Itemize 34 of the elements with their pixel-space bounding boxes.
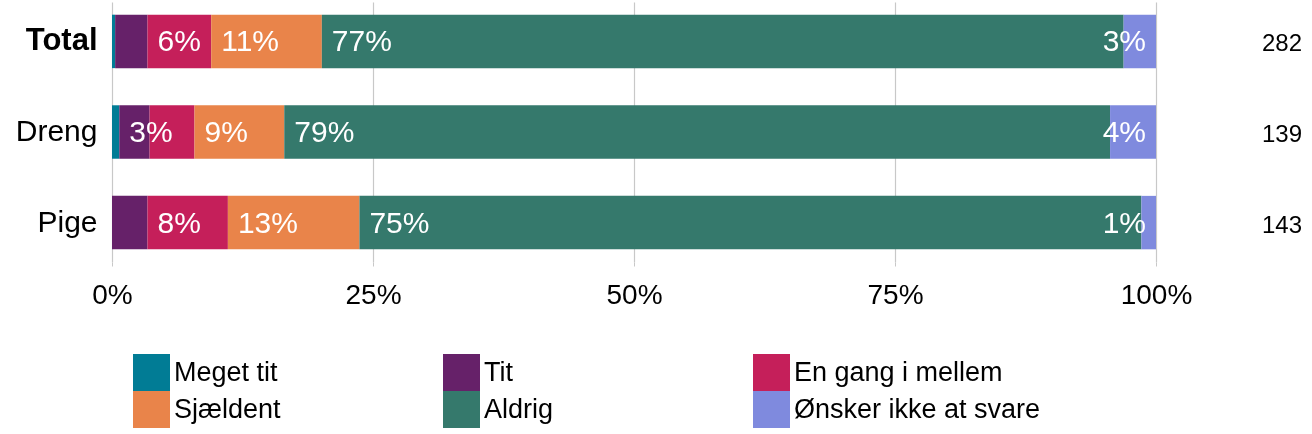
- data-label: 75%: [369, 205, 430, 239]
- text: 143: [1261, 210, 1302, 238]
- bar: [147, 195, 228, 250]
- legend-label: Meget tit: [174, 356, 279, 387]
- x-tick-label: 25%: [345, 278, 402, 310]
- x-tick-label: 100%: [1120, 278, 1193, 310]
- legend-label: Tit: [484, 356, 514, 387]
- data-label: 3%: [129, 115, 173, 148]
- x-tick-label: 50%: [606, 278, 663, 310]
- bar: [112, 14, 116, 69]
- x-tick-label: 0%: [92, 278, 133, 310]
- data-label: 79%: [294, 115, 355, 148]
- y-tick-label: Pige: [37, 204, 98, 238]
- data-label: 11%: [221, 24, 280, 58]
- bar: [112, 105, 120, 159]
- y-tick-label: Total: [25, 22, 98, 58]
- data-label: 6%: [157, 24, 201, 58]
- data-label: 13%: [237, 205, 298, 239]
- legend-label: Ønsker ikke at svare: [794, 393, 1041, 424]
- legend-label: En gang i mellem: [794, 356, 1003, 387]
- text: 139: [1261, 120, 1302, 147]
- data-label: 9%: [204, 115, 248, 148]
- text: 282: [1261, 29, 1302, 57]
- bar: [194, 105, 285, 159]
- x-tick-label: 75%: [867, 278, 924, 310]
- legend-label: Sjældent: [174, 393, 282, 424]
- data-label: 77%: [331, 24, 392, 58]
- bar: [211, 14, 322, 69]
- bar: [227, 195, 360, 250]
- data-label: 8%: [157, 205, 201, 239]
- bar: [115, 14, 148, 69]
- y-tick-label: Dreng: [15, 114, 98, 147]
- legend-label: Aldrig: [484, 393, 554, 424]
- bar: [112, 195, 148, 250]
